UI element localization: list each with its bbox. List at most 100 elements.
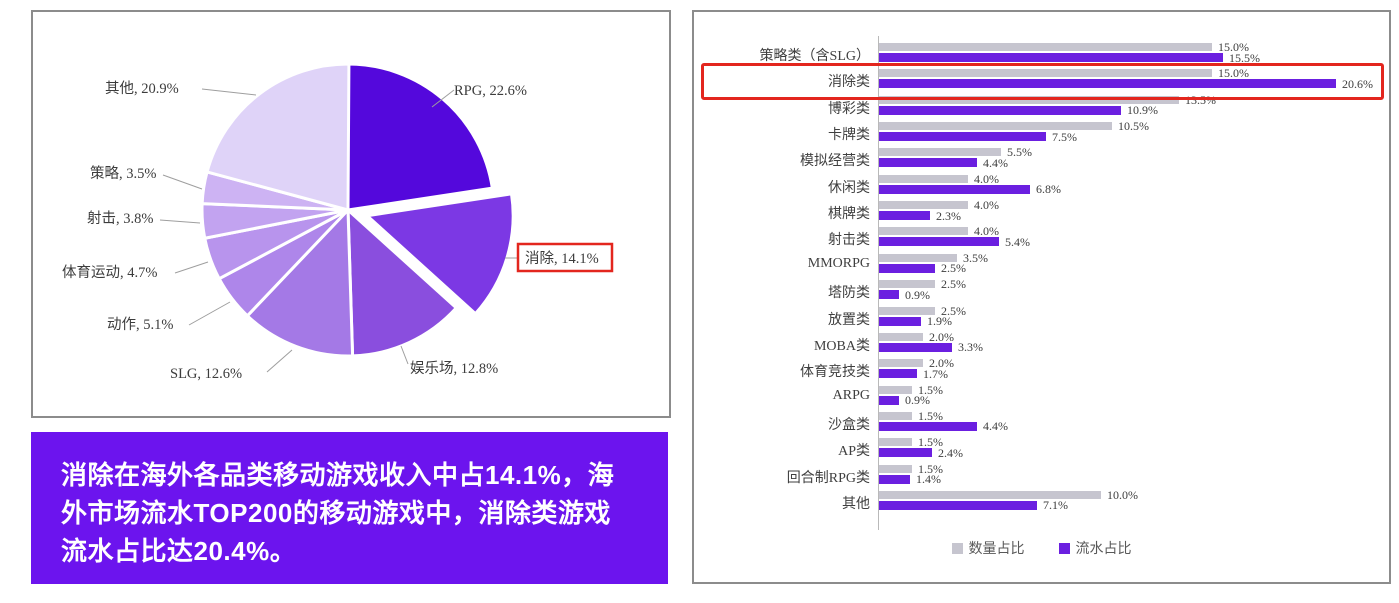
legend-swatch-quantity-icon (951, 542, 963, 554)
bar-流水占比-回合制RPG类 (879, 474, 910, 484)
bar-category-label-MMORPG: MMORPG (807, 255, 870, 271)
bar-value-数量占比-MOBA类: 2.0% (929, 329, 954, 344)
bar-value-流水占比-ARPG: 0.9% (905, 393, 930, 408)
bar-category-label-塔防类: 塔防类 (828, 286, 870, 302)
pie-chart: RPG, 22.6% 消除, 14.1% 娱乐场, 12.8% SLG, 12.6% 动… (62, 62, 614, 382)
bar-value-流水占比-其他: 7.1% (1043, 498, 1068, 513)
pie-leader-line-RPG (431, 89, 455, 108)
bar-流水占比-模拟经营类 (879, 158, 977, 168)
legend: 数量占比 流水占比 (694, 538, 1389, 558)
bar-流水占比-策略类（含SLG） (879, 53, 1223, 62)
bar-数量占比-射击类 (879, 227, 968, 236)
bar-value-数量占比-射击类: 4.0% (974, 224, 999, 239)
summary-text-line-3: 流水占比达20.4%。 (61, 536, 297, 566)
pie-slice-SLG (245, 208, 355, 358)
highlight-box-pie-label (516, 242, 614, 273)
bar-value-数量占比-其他: 10.0% (1107, 487, 1138, 502)
pie-leader-line-体育运动 (174, 261, 209, 274)
bar-数量占比-MMORPG (879, 253, 957, 262)
bar-category-label-AP类: AP类 (838, 444, 870, 460)
bar-流水占比-放置类 (879, 316, 921, 326)
bar-value-流水占比-MOBA类: 3.3% (958, 340, 983, 355)
bar-数量占比-塔防类 (879, 280, 935, 289)
bar-数量占比-休闲类 (879, 174, 968, 183)
bar-流水占比-休闲类 (879, 184, 1030, 194)
bar-chart: 策略类（含SLG） 15.0% 15.5% 消除类 15.0% 20.6% 博彩类 13.5%… (694, 12, 1389, 582)
pie-leader-line-娱乐场 (400, 345, 409, 365)
bar-value-流水占比-体育竞技类: 1.7% (923, 366, 948, 381)
bar-流水占比-MMORPG (879, 263, 935, 273)
y-axis-line (878, 36, 879, 530)
bar-value-数量占比-博彩类: 13.5% (1185, 92, 1216, 107)
bar-category-label-MOBA类: MOBA类 (813, 338, 870, 354)
bar-数量占比-ARPG (879, 385, 912, 394)
bar-流水占比-沙盒类 (879, 421, 977, 431)
pie-label-射击: 射击, 3.8% (87, 210, 153, 227)
pie-slice-RPG (346, 62, 494, 212)
bar-数量占比-消除类 (879, 69, 1212, 78)
pie-leader-line-动作 (188, 301, 231, 326)
bar-value-流水占比-模拟经营类: 4.4% (983, 155, 1008, 170)
bar-category-label-卡牌类: 卡牌类 (828, 128, 870, 144)
summary-text: 消除在海外各品类移动游戏收入中占14.1%，海 外市场流水TOP200的移动游戏中… (61, 456, 638, 570)
bar-value-数量占比-回合制RPG类: 1.5% (918, 461, 943, 476)
bar-value-流水占比-消除类: 20.6% (1342, 76, 1373, 91)
pie-label-消除: 消除, 14.1% (525, 250, 599, 267)
pie-leader-line-射击 (159, 219, 201, 224)
pie-chart-panel: RPG, 22.6% 消除, 14.1% 娱乐场, 12.8% SLG, 12.6% 动… (31, 10, 671, 418)
bar-category-label-博彩类: 博彩类 (828, 101, 870, 117)
bar-category-label-放置类: 放置类 (828, 312, 870, 328)
bar-value-流水占比-策略类（含SLG）: 15.5% (1229, 50, 1260, 65)
pie-label-策略: 策略, 3.5% (90, 165, 156, 182)
legend-label-revenue: 流水占比 (1075, 542, 1132, 557)
bar-value-数量占比-模拟经营类: 5.5% (1007, 145, 1032, 160)
bar-category-label-其他: 其他 (842, 496, 870, 512)
bar-category-label-模拟经营类: 模拟经营类 (800, 154, 870, 170)
bar-category-label-射击类: 射击类 (828, 233, 870, 249)
bar-数量占比-放置类 (879, 306, 935, 315)
bar-数量占比-其他 (879, 490, 1101, 499)
bar-value-数量占比-塔防类: 2.5% (941, 277, 966, 292)
bar-数量占比-AP类 (879, 438, 912, 447)
bar-流水占比-其他 (879, 500, 1037, 510)
bar-value-数量占比-ARPG: 1.5% (918, 382, 943, 397)
bar-category-label-棋牌类: 棋牌类 (828, 207, 870, 223)
bar-value-流水占比-沙盒类: 4.4% (983, 419, 1008, 434)
pie-label-RPG: RPG, 22.6% (454, 83, 527, 99)
summary-text-line-2: 外市场流水TOP200的移动游戏中，消除类游戏 (61, 498, 611, 528)
summary-text-line-1: 消除在海外各品类移动游戏收入中占14.1%，海 (61, 460, 615, 490)
bar-数量占比-回合制RPG类 (879, 464, 912, 473)
bar-value-数量占比-策略类（含SLG）: 15.0% (1218, 40, 1249, 54)
pie-label-娱乐场: 娱乐场, 12.8% (410, 360, 498, 377)
bar-流水占比-ARPG (879, 395, 899, 405)
bar-value-流水占比-回合制RPG类: 1.4% (916, 472, 941, 487)
legend-item-quantity: 数量占比 (951, 538, 1025, 558)
bar-category-label-回合制RPG类: 回合制RPG类 (786, 470, 870, 486)
bar-流水占比-AP类 (879, 448, 932, 458)
bar-value-数量占比-放置类: 2.5% (941, 303, 966, 318)
pie-slice-娱乐场 (346, 208, 458, 358)
bar-数量占比-沙盒类 (879, 411, 912, 420)
bar-value-流水占比-休闲类: 6.8% (1036, 182, 1061, 197)
bar-数量占比-模拟经营类 (879, 148, 1001, 157)
summary-banner: 消除在海外各品类移动游戏收入中占14.1%，海 外市场流水TOP200的移动游戏中… (31, 432, 668, 584)
bar-数量占比-体育竞技类 (879, 359, 923, 368)
pie-label-体育运动: 体育运动, 4.7% (62, 264, 157, 281)
bar-value-数量占比-沙盒类: 1.5% (918, 408, 943, 423)
bar-value-流水占比-射击类: 5.4% (1005, 234, 1030, 249)
bar-category-label-体育竞技类: 体育竞技类 (800, 365, 870, 381)
bar-value-流水占比-MMORPG: 2.5% (941, 261, 966, 276)
bar-category-label-沙盒类: 沙盒类 (828, 417, 870, 433)
pie-slice-其他 (205, 62, 351, 212)
bar-chart-panel: 策略类（含SLG） 15.0% 15.5% 消除类 15.0% 20.6% 博彩类 13.5%… (692, 10, 1391, 584)
bar-category-label-策略类（含SLG）: 策略类（含SLG） (759, 49, 870, 64)
bar-value-数量占比-AP类: 1.5% (918, 435, 943, 450)
bar-流水占比-塔防类 (879, 290, 899, 300)
legend-swatch-revenue-icon (1058, 542, 1070, 554)
bar-value-数量占比-消除类: 15.0% (1218, 66, 1249, 81)
bar-value-数量占比-卡牌类: 10.5% (1118, 119, 1149, 134)
bar-流水占比-博彩类 (879, 105, 1121, 115)
pie-leader-line-其他 (201, 88, 257, 96)
legend-item-revenue: 流水占比 (1058, 538, 1132, 558)
bar-value-流水占比-AP类: 2.4% (938, 445, 963, 460)
